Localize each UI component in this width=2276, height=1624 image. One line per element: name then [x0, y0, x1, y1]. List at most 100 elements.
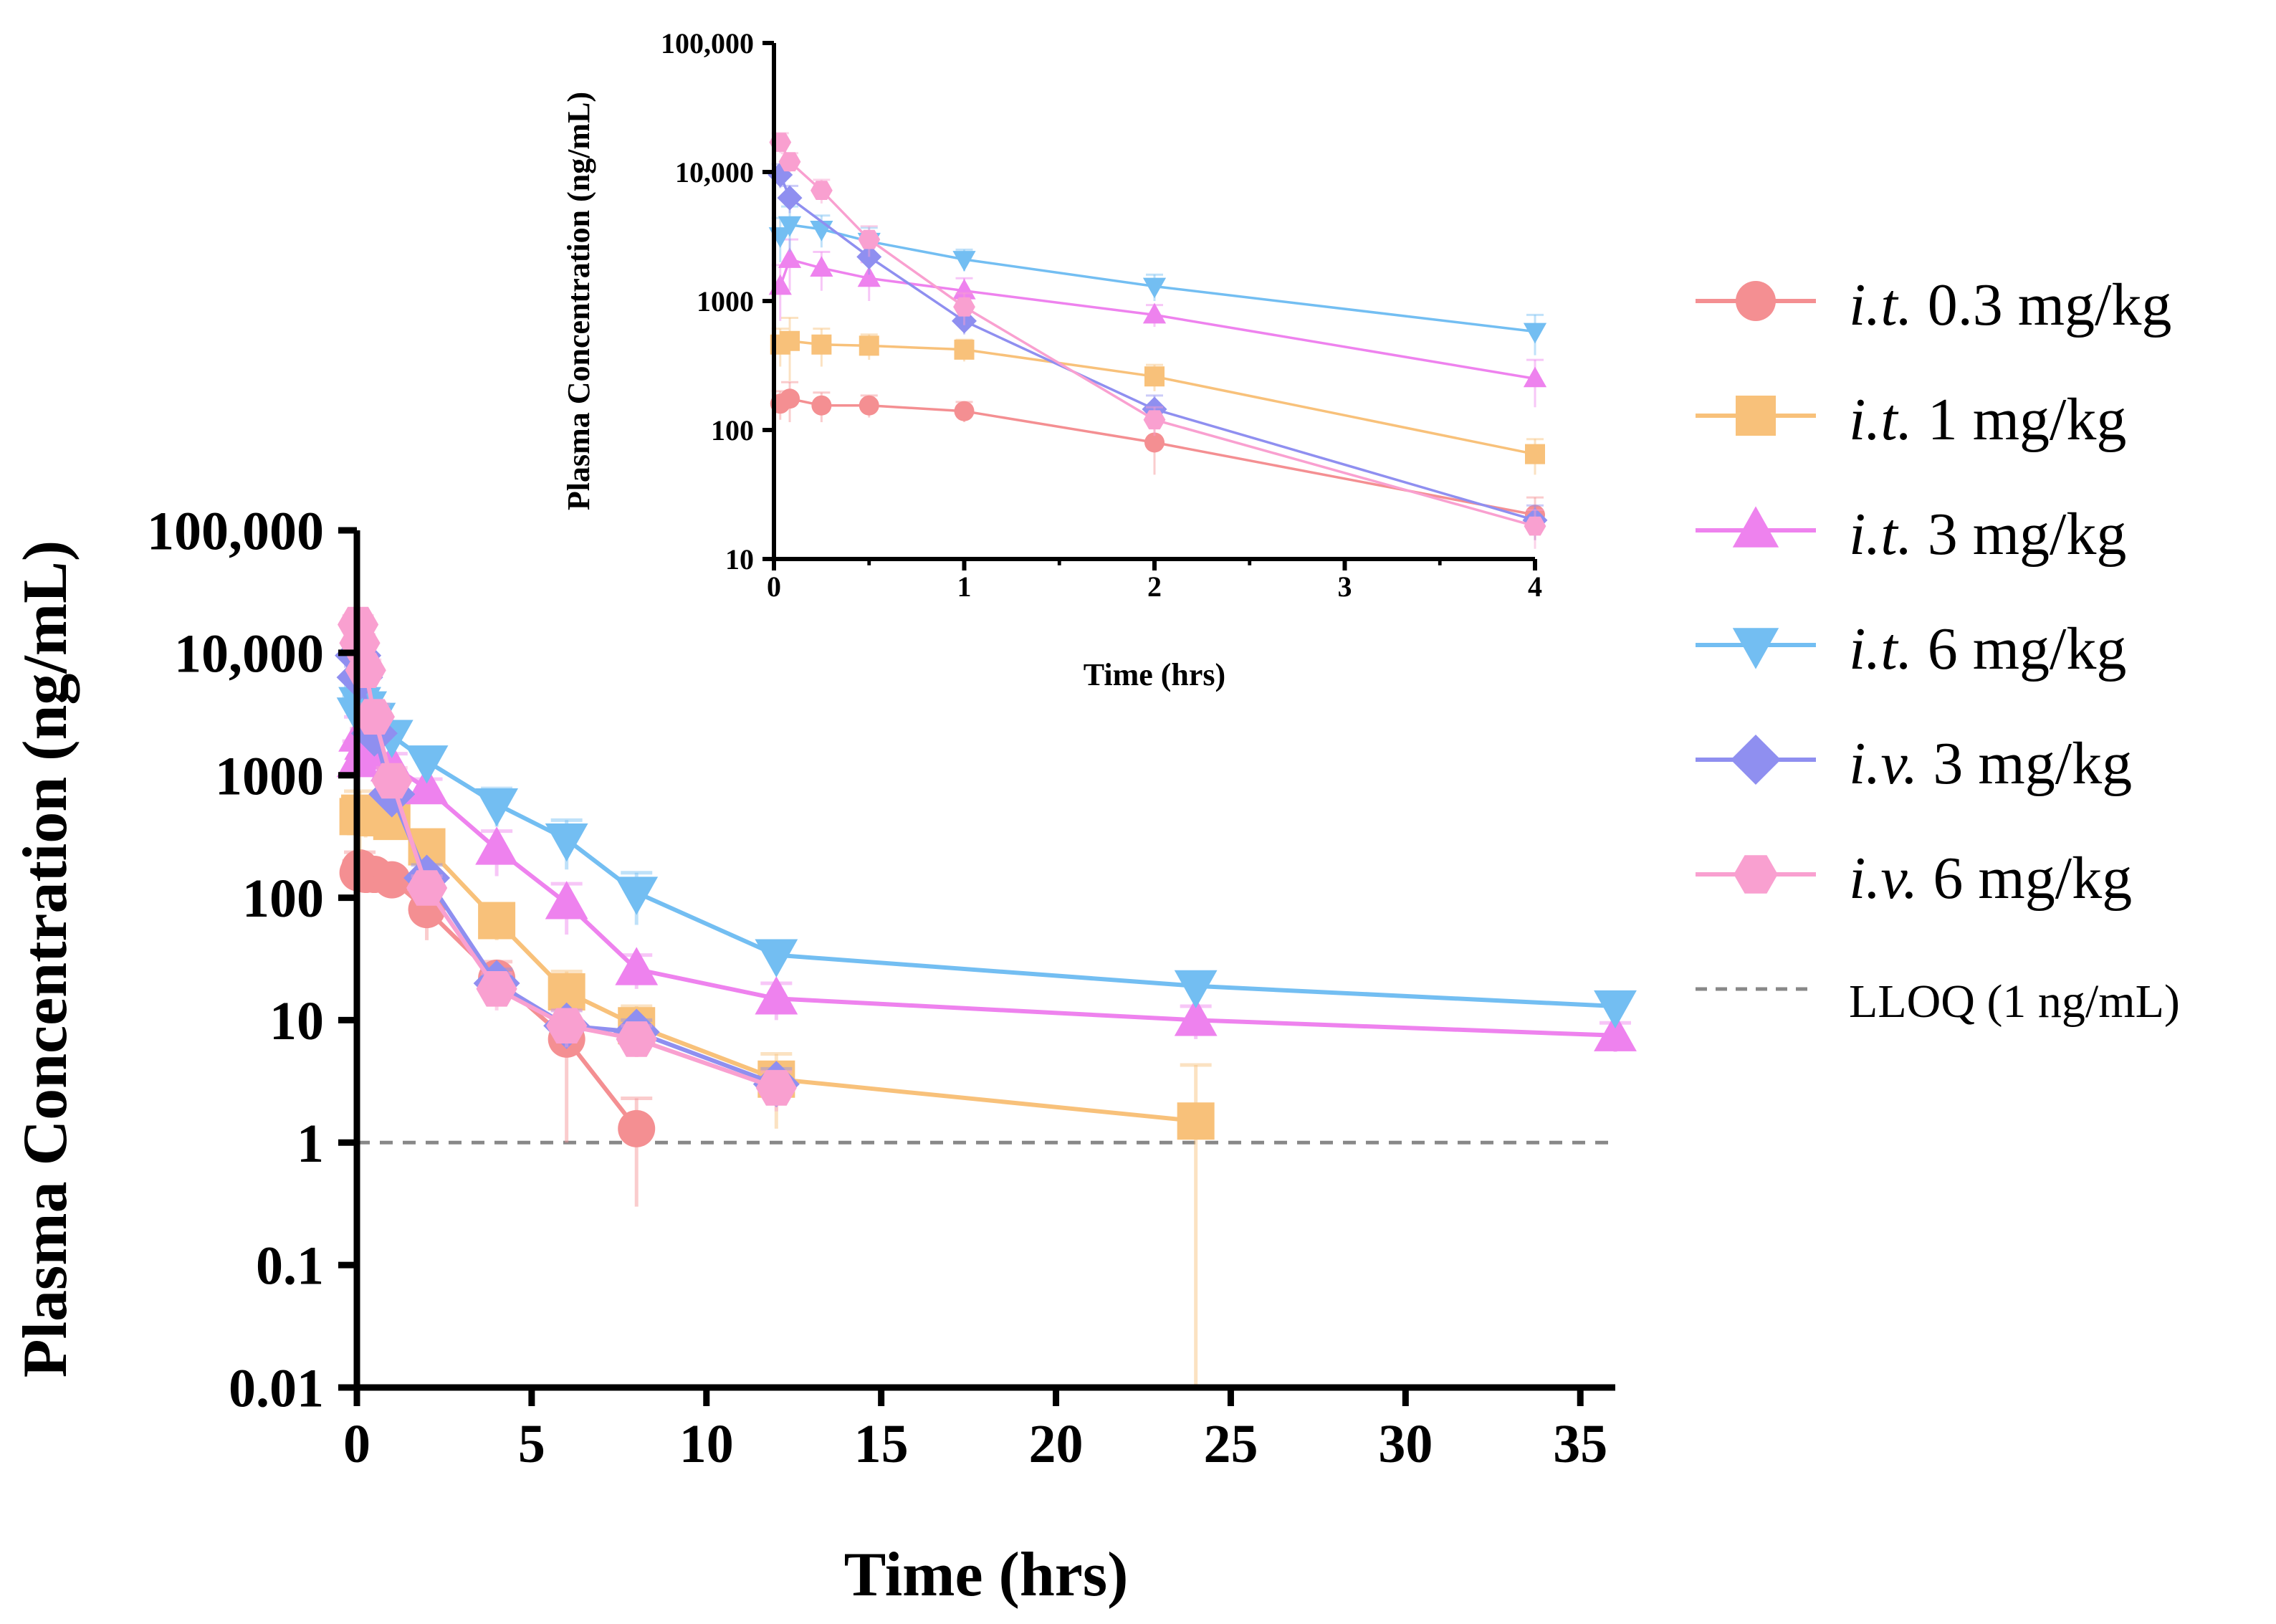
series-line	[355, 730, 1616, 1038]
y-tick-label: 10	[269, 991, 324, 1051]
data-point	[952, 278, 976, 300]
y-tick-label: 100	[711, 414, 754, 446]
data-point	[811, 181, 833, 200]
series-line	[779, 141, 1536, 527]
data-point	[373, 861, 411, 899]
legend-label-lloq: LLOQ (1 ng/mL)	[1849, 975, 2180, 1028]
series-2	[336, 713, 1637, 1052]
data-point	[1174, 998, 1218, 1036]
x-tick-label: 0	[343, 1414, 370, 1474]
data-point	[406, 870, 448, 906]
legend-swatch-circle	[1696, 281, 1816, 321]
y-axis-title: Plasma Concentration (ng/mL)	[561, 92, 596, 510]
legend-label: i.t. 0.3 mg/kg	[1849, 272, 2172, 338]
legend-item[interactable]: i.t. 3 mg/kg	[1691, 495, 2265, 609]
y-tick-label: 100,000	[661, 27, 754, 59]
data-point	[405, 745, 449, 784]
x-axis-title: Time (hrs)	[1084, 657, 1225, 692]
x-tick-label: 2	[1147, 570, 1162, 603]
data-point	[1594, 1013, 1637, 1051]
data-point	[618, 1109, 656, 1147]
data-point	[780, 330, 800, 351]
legend-label: i.t. 1 mg/kg	[1849, 386, 2127, 453]
legend-marker	[1731, 735, 1781, 785]
data-point	[615, 947, 659, 985]
legend-label: i.v. 3 mg/kg	[1849, 730, 2133, 797]
data-point	[615, 877, 659, 915]
data-point	[954, 401, 975, 421]
x-tick-label: 20	[1029, 1414, 1084, 1474]
data-point	[1594, 990, 1637, 1029]
legend-swatch-square	[1696, 396, 1816, 436]
legend-swatch-dashed	[1696, 987, 1816, 991]
data-point	[778, 216, 802, 237]
data-point	[859, 395, 879, 416]
x-axis-title: Time (hrs)	[844, 1540, 1129, 1610]
data-point	[857, 266, 881, 287]
legend-marker	[1736, 396, 1776, 436]
y-tick-label: 100	[242, 869, 324, 929]
data-point	[780, 388, 800, 409]
data-point	[405, 765, 449, 805]
x-tick-label: 0	[767, 570, 781, 603]
y-tick-label: 0.1	[256, 1236, 324, 1296]
legend-item[interactable]: i.t. 0.3 mg/kg	[1691, 265, 2265, 380]
legend-label: i.v. 6 mg/kg	[1849, 845, 2133, 912]
data-point	[858, 229, 881, 249]
data-point	[1523, 366, 1547, 388]
data-point	[475, 788, 519, 827]
legend-swatch-hexagon	[1696, 855, 1816, 894]
legend: i.t. 0.3 mg/kg i.t. 1 mg/kg i.t. 3 mg/kg…	[1691, 265, 2265, 1068]
data-point	[755, 1070, 797, 1106]
legend-swatch-diamond	[1696, 735, 1816, 785]
data-point	[1524, 516, 1546, 536]
x-tick-label: 25	[1203, 1414, 1258, 1474]
data-point	[1174, 970, 1218, 1009]
legend-swatch-triangle-down	[1696, 628, 1816, 669]
legend-marker	[1732, 506, 1779, 548]
x-tick-label: 4	[1528, 570, 1542, 603]
series-5	[769, 132, 1546, 549]
legend-marker	[1734, 855, 1778, 894]
legend-marker	[1736, 281, 1776, 321]
legend-item[interactable]: i.v. 3 mg/kg	[1691, 724, 2265, 839]
data-point	[371, 763, 413, 799]
data-point	[755, 976, 798, 1015]
x-tick-label: 15	[854, 1414, 909, 1474]
data-point	[810, 256, 833, 277]
data-point	[545, 881, 588, 920]
data-point	[475, 826, 519, 865]
data-point	[755, 939, 798, 978]
data-point	[476, 971, 517, 1007]
data-point	[1144, 366, 1165, 387]
series-1	[339, 789, 1215, 1387]
x-tick-label: 30	[1378, 1414, 1433, 1474]
data-point	[546, 1008, 588, 1043]
data-point	[954, 339, 975, 360]
data-point	[778, 247, 802, 268]
data-point	[616, 1021, 657, 1057]
data-point	[1144, 432, 1165, 453]
series-line	[355, 699, 1616, 1008]
legend-item[interactable]: i.t. 6 mg/kg	[1691, 609, 2265, 724]
legend-item-lloq[interactable]: LLOQ (1 ng/mL)	[1691, 953, 2265, 1068]
data-point	[545, 823, 588, 862]
legend-item[interactable]: i.v. 6 mg/kg	[1691, 839, 2265, 953]
data-point	[1525, 444, 1545, 464]
x-tick-label: 10	[679, 1414, 734, 1474]
inset-chart: 0 1 2 3 4 10 100 1000 10,000 100,000 Time (hrs) Pla…	[561, 27, 1548, 692]
y-tick-label: 1	[297, 1114, 324, 1174]
data-point	[952, 251, 976, 272]
data-point	[1143, 410, 1166, 430]
data-point	[811, 334, 832, 355]
data-point	[811, 395, 832, 416]
legend-item[interactable]: i.t. 1 mg/kg	[1691, 380, 2265, 495]
series-3	[336, 684, 1637, 1029]
series-4	[768, 162, 1548, 540]
series-1	[770, 317, 1545, 475]
data-point	[1142, 302, 1167, 324]
data-point	[777, 185, 803, 211]
y-tick-label: 10,000	[675, 156, 754, 188]
data-point	[353, 699, 395, 735]
